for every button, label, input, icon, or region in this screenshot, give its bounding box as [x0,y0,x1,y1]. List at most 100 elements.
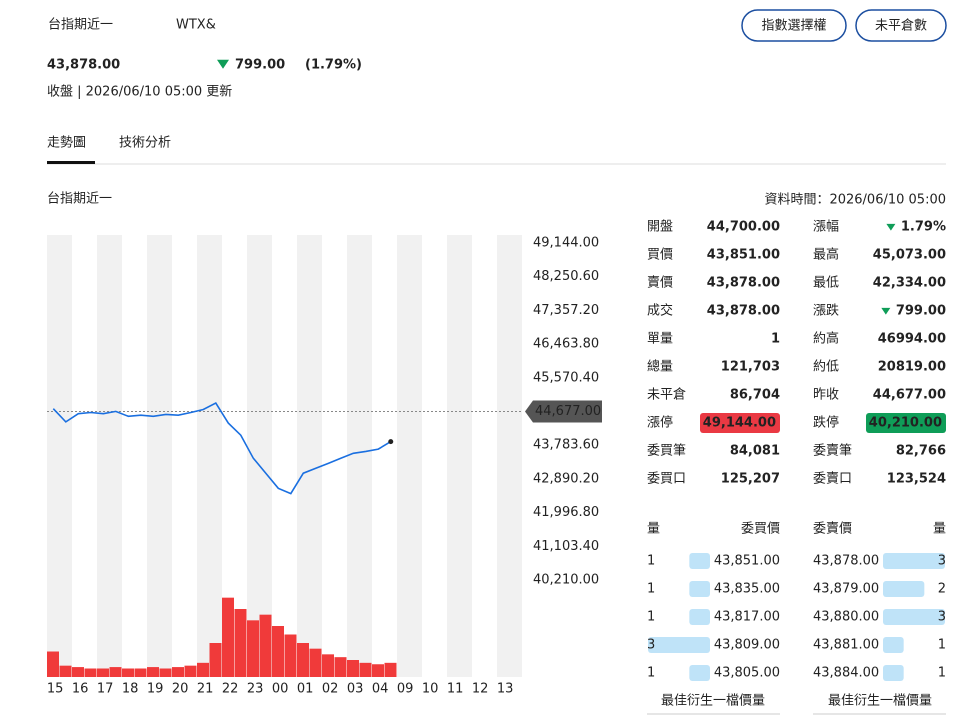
quote-label: 昨收 [813,388,839,403]
bid-price: 43,809.00 [714,638,780,653]
bid-price: 43,805.00 [714,666,780,681]
book-header: 量 [647,522,660,537]
quote-value: 125,207 [721,472,780,487]
symbol: WTX& [176,18,216,33]
volume-bar [372,664,384,677]
button[interactable]: 未平倉數 [875,19,927,34]
last-point [388,439,394,445]
bid-price: 43,851.00 [714,554,780,569]
volume-bar [84,668,97,677]
volume-bar [259,614,272,677]
quote-label: 未平倉 [647,388,686,403]
button-frame[interactable] [741,9,847,42]
ask-qty: 3 [938,610,946,625]
quote-value: 43,878.00 [707,304,780,319]
x-tick-label: 15 [47,682,64,697]
volume-bar [384,662,397,677]
bid-price: 43,835.00 [714,582,780,597]
prev-close-label: 44,677.00 [535,404,601,419]
x-tick-label: 11 [447,682,464,697]
bid-qty: 1 [647,554,655,569]
quote-label: 漲跌 [813,303,839,319]
change: 799.00 [235,58,285,73]
volume-bar [72,667,84,677]
quote-label: 跌停 [813,415,839,431]
quote-label: 委賣筆 [813,444,852,459]
column-shade [497,235,522,677]
ask-bar [883,637,904,653]
quote-badge [700,413,780,433]
quote-label: 漲幅 [813,220,839,235]
button-frame[interactable] [855,9,947,42]
price-line [52,402,392,495]
change-pct: (1.79%) [305,58,362,73]
quote-value: 44,700.00 [707,220,780,235]
book-footer: 最佳衍生一檔價量 [828,694,932,709]
quote-value: 46994.00 [878,332,946,347]
column-shade [447,235,472,677]
tab[interactable]: 走勢圖 [47,136,86,151]
x-tick-label: 23 [247,682,264,697]
quote-label: 委買筆 [647,444,686,459]
book-header: 委買價 [741,522,780,537]
book-header: 量 [933,522,946,537]
quote-value: 43,851.00 [707,248,780,263]
x-tick-label: 19 [147,682,164,697]
quote-value: 121,703 [721,360,780,375]
y-tick-label: 49,144.00 [533,236,599,251]
status: 收盤 | 2026/06/10 05:00 更新 [47,84,232,100]
price: 43,878.00 [47,58,120,73]
prev-close-tag [525,400,602,423]
volume-bar [272,626,284,677]
volume-bar [134,668,147,677]
bid-price: 43,817.00 [714,610,780,625]
down-arrow [881,307,891,315]
quote-label: 漲停 [647,415,673,431]
tab[interactable]: 技術分析 [119,136,171,151]
quote-label: 成交 [647,303,673,319]
volume-bar [209,643,222,677]
quote-label: 約高 [813,331,839,347]
data-time: 資料時間：2026/06/10 05:00 [764,193,946,208]
x-tick-label: 09 [397,682,414,697]
x-tick-label: 22 [222,682,239,697]
y-tick-label: 40,210.00 [533,573,599,588]
bid-qty: 1 [647,610,655,625]
quote-value: 40,210.00 [869,416,942,431]
down-arrow [886,223,896,231]
ask-qty: 3 [938,554,946,569]
button[interactable]: 指數選擇權 [761,18,826,34]
bid-bar [689,665,710,681]
quote-value: 86,704 [730,388,780,403]
column-shade [97,235,122,677]
y-tick-label: 46,463.80 [533,337,599,352]
quote-label: 開盤 [647,220,673,235]
quote-value: 82,766 [896,444,946,459]
ask-price: 43,880.00 [813,610,879,625]
bid-qty: 1 [647,582,655,597]
x-tick-label: 10 [422,682,439,697]
ask-price: 43,879.00 [813,582,879,597]
volume-bar [59,665,72,677]
volume-bar [359,662,372,677]
title: 台指期近一 [48,18,113,33]
quote-label: 買價 [647,248,673,263]
quote-value: 20819.00 [878,360,946,375]
quote-value: 799.00 [896,304,946,319]
quote-value: 45,073.00 [873,248,946,263]
x-tick-label: 18 [122,682,139,697]
book-header: 委賣價 [813,522,852,537]
quote-badge [866,413,946,433]
quote-value: 49,144.00 [703,416,776,431]
x-tick-label: 12 [472,682,489,697]
ask-qty: 1 [938,666,946,681]
volume-bar [347,660,359,677]
x-tick-label: 17 [97,682,114,697]
volume-bar [159,668,172,677]
book-footer: 最佳衍生一檔價量 [661,694,765,709]
ask-bar [883,609,945,625]
volume-bar [47,651,59,677]
y-tick-label: 41,103.40 [533,539,599,554]
ask-qty: 1 [938,638,946,653]
